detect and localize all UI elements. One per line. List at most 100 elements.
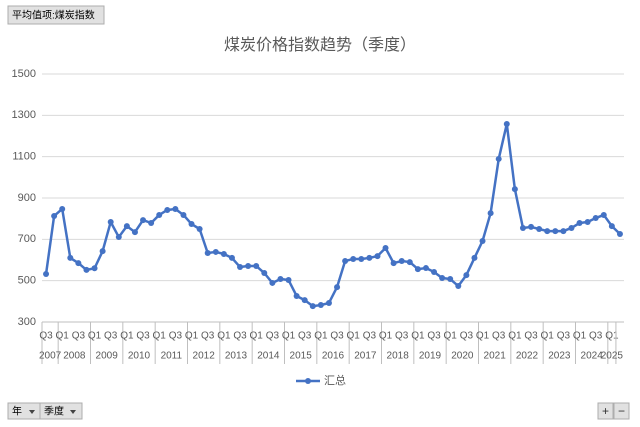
data-point [115,234,122,241]
data-point [479,237,486,244]
data-point [471,254,478,261]
data-point [261,270,268,277]
x-tick-label: Q1 [573,331,587,342]
data-point [519,224,526,231]
x-tick-label: Q1 [541,331,555,342]
data-point [600,211,607,218]
x-tick-label: Q3 [266,331,280,342]
chart-title: 煤炭价格指数趋势（季度） [224,36,416,54]
quarter-field-label: 季度 [44,405,64,418]
data-point [616,230,623,237]
x-tick-label: Q1 [153,331,167,342]
x-tick-label: Q3 [298,331,312,342]
data-point [447,276,454,283]
data-point [608,223,615,230]
data-point [172,205,179,212]
x-tick-label: Q3 [72,331,86,342]
data-point [552,228,559,235]
data-point [366,254,373,261]
data-point [43,271,50,278]
year-label: 2012 [193,351,216,362]
data-point [342,258,349,265]
data-point [576,220,583,227]
data-point [188,221,195,228]
collapse-label: − [618,404,625,418]
data-point [495,155,502,162]
x-tick-label: Q1 [508,331,522,342]
data-point [544,228,551,235]
quarter-field-button[interactable] [39,402,83,420]
data-point [91,265,98,272]
year-label: 2024 [581,351,604,362]
year-label: 2019 [419,351,442,362]
year-label: 2010 [128,351,151,362]
x-tick-label: Q1 [282,331,296,342]
y-tick-label: 1500 [12,68,36,80]
y-tick-label: 700 [18,233,36,245]
data-point [560,228,567,235]
legend-marker [305,378,311,384]
data-point [196,226,203,232]
x-tick-label: Q3 [557,331,571,342]
year-label: 2007 [39,351,62,362]
x-tick-label: Q3 [589,331,603,342]
x-tick-label: Q1 [605,331,619,342]
y-tick-label: 1100 [12,151,36,163]
data-point [156,211,163,218]
data-point [584,218,591,225]
year-label: 2009 [96,351,119,362]
data-point [180,211,187,218]
dropdown-arrow [29,410,35,414]
x-tick-label: Q1 [444,331,458,342]
x-tick-label: Q3 [39,331,53,342]
data-point [107,218,114,225]
data-point [245,262,252,269]
value-field-label: 平均值项:煤炭指数 [12,9,95,22]
year-label: 2023 [548,351,571,362]
data-point [350,255,357,262]
y-tick-label: 500 [18,275,36,287]
data-point [568,224,575,231]
data-point [414,266,421,273]
data-point [463,272,470,279]
data-point [511,186,518,193]
data-point [536,226,543,232]
data-point [528,223,535,230]
x-tick-label: Q3 [104,331,118,342]
value-field-button[interactable] [7,5,105,25]
data-point [325,299,332,306]
data-point [285,277,292,284]
x-tick-label: Q1 [476,331,490,342]
data-point [358,255,365,262]
year-label: 2020 [451,351,474,362]
data-point [148,220,155,227]
x-tick-label: Q1 [411,331,425,342]
data-point [422,265,429,272]
data-point [123,223,130,230]
year-field-label: 年 [12,405,22,418]
data-point [592,215,599,222]
data-point [164,206,171,213]
data-point [212,248,219,255]
x-tick-label: Q3 [201,331,215,342]
y-tick-label: 900 [18,192,36,204]
year-label: 2014 [257,351,280,362]
year-label: 2018 [387,351,410,362]
year-label: 2016 [322,351,345,362]
data-point [293,292,300,299]
x-tick-label: Q3 [363,331,377,342]
expand-label: + [602,404,609,418]
year-label: 2013 [225,351,248,362]
data-point [67,254,74,261]
data-point [51,212,58,219]
collapse-button[interactable] [613,402,630,420]
data-point [309,303,316,310]
legend-label: 汇总 [324,373,346,387]
data-point [487,210,494,217]
expand-button[interactable] [597,402,614,420]
x-tick-label: Q1 [120,331,134,342]
data-point [503,121,510,128]
data-point [398,258,405,265]
